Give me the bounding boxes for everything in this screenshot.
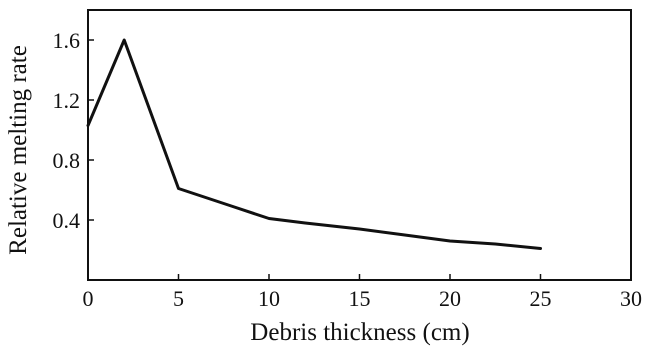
x-tick-label: 0: [83, 286, 94, 311]
y-axis-ticks: 0.4 0.8 1.2 1.6: [53, 28, 94, 233]
x-tick-label: 10: [258, 286, 280, 311]
y-tick-label: 0.8: [53, 148, 81, 173]
data-line: [86, 38, 542, 250]
x-tick-label: 15: [349, 286, 371, 311]
y-tick-label: 1.6: [53, 28, 81, 53]
x-axis-ticks: 0 5 10 15 20 25 30: [83, 274, 642, 311]
x-tick-label: 30: [620, 286, 642, 311]
x-tick-label: 20: [439, 286, 461, 311]
y-tick-label: 0.4: [53, 208, 81, 233]
x-tick-label: 5: [173, 286, 184, 311]
y-axis-label: Relative melting rate: [5, 45, 32, 255]
x-axis-label: Debris thickness (cm): [250, 319, 469, 346]
y-tick-label: 1.2: [53, 88, 81, 113]
plot-frame: [87, 9, 632, 281]
x-tick-label: 25: [530, 286, 552, 311]
